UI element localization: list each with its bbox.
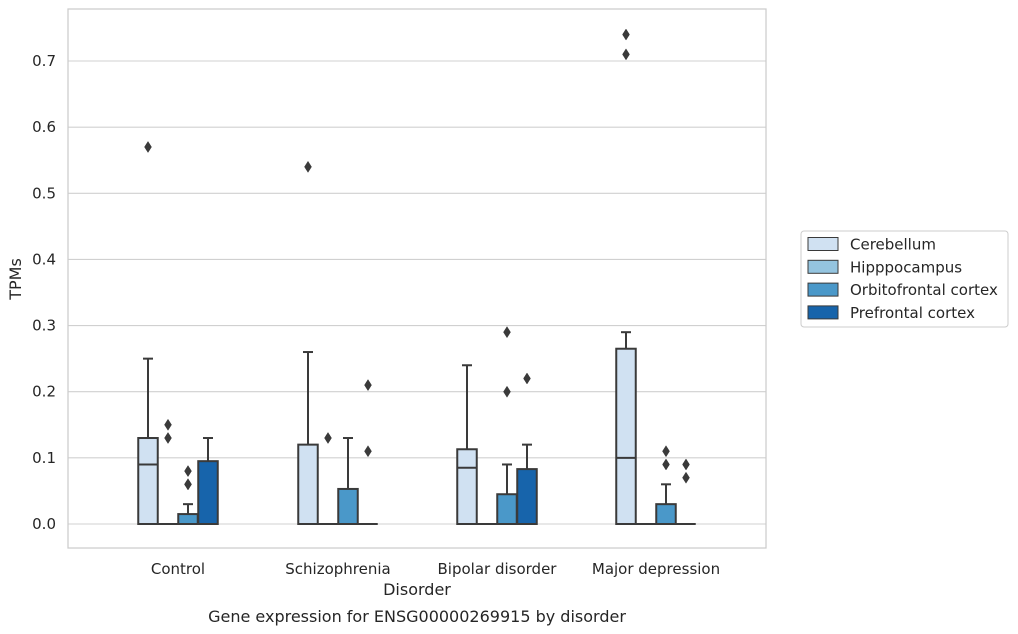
outlier-point xyxy=(184,465,192,478)
x-tick-labels: Control Schizophrenia Bipolar disorder Majo… xyxy=(151,560,720,578)
plot-frame xyxy=(67,8,767,549)
outlier-point xyxy=(503,385,511,398)
x-tick-label: Bipolar disorder xyxy=(438,560,558,578)
box-body xyxy=(197,460,219,525)
y-tick-label: 0.1 xyxy=(32,449,56,467)
y-tick-label: 0.6 xyxy=(32,118,56,136)
legend-label: Hipppocampus xyxy=(850,258,962,276)
y-tick-label: 0.2 xyxy=(32,383,56,401)
y-tick-label: 0.3 xyxy=(32,317,56,335)
outlier-point xyxy=(682,471,690,484)
legend: Cerebellum Hipppocampus Orbitofrontal cort… xyxy=(800,230,1009,328)
y-tick-label: 0.7 xyxy=(32,52,56,70)
gridlines xyxy=(68,60,766,525)
box-body xyxy=(177,513,199,525)
outliers xyxy=(144,28,690,491)
legend-label: Orbitofrontal cortex xyxy=(850,281,998,299)
outlier-point xyxy=(364,445,372,458)
x-tick-label: Control xyxy=(151,560,205,578)
outlier-point xyxy=(622,28,630,41)
x-tick-label: Schizophrenia xyxy=(285,560,390,578)
outlier-point xyxy=(324,432,332,444)
boxes xyxy=(137,331,696,526)
box-body xyxy=(456,448,478,526)
y-axis-label: TPMs xyxy=(6,258,25,301)
box-cerebellum xyxy=(137,357,159,525)
legend-label: Prefrontal cortex xyxy=(850,304,975,322)
outlier-point xyxy=(164,432,172,444)
legend-frame xyxy=(800,230,1009,328)
box-body xyxy=(615,347,637,525)
box-body xyxy=(655,503,677,525)
legend-swatch xyxy=(807,305,839,320)
box-cerebellum xyxy=(297,351,319,525)
box-prefrontal-cortex xyxy=(516,443,538,526)
x-axis-label: Disorder xyxy=(383,580,451,599)
outlier-point xyxy=(144,141,152,153)
box-body xyxy=(297,443,319,525)
y-tick-labels: 0.0 0.1 0.2 0.3 0.4 0.5 0.6 0.7 xyxy=(32,52,56,533)
outlier-point xyxy=(662,445,670,458)
legend-swatch xyxy=(807,259,839,274)
outlier-point xyxy=(164,418,172,431)
y-tick-label: 0.0 xyxy=(32,515,56,533)
box-cerebellum xyxy=(615,331,637,525)
box-prefrontal-cortex xyxy=(197,437,219,525)
box-orbitofrontal-cortex xyxy=(337,437,359,525)
outlier-point xyxy=(523,372,531,385)
legend-swatch xyxy=(807,237,839,251)
legend-label: Cerebellum xyxy=(850,236,936,254)
box-orbitofrontal-cortex xyxy=(177,503,199,525)
outlier-point xyxy=(364,379,372,392)
chart-caption: Gene expression for ENSG00000269915 by d… xyxy=(208,607,626,626)
outlier-point xyxy=(304,160,312,173)
outlier-point xyxy=(682,458,690,471)
x-tick-label: Major depression xyxy=(592,560,720,578)
outlier-point xyxy=(184,478,192,491)
outlier-point xyxy=(662,458,670,471)
outlier-point xyxy=(622,48,630,61)
outlier-point xyxy=(503,326,511,339)
box-body xyxy=(137,437,159,525)
box-body xyxy=(337,487,359,525)
legend-swatch xyxy=(807,282,839,297)
y-tick-label: 0.4 xyxy=(32,250,56,268)
box-body xyxy=(496,493,518,526)
y-tick-label: 0.5 xyxy=(32,184,56,202)
box-orbitofrontal-cortex xyxy=(496,463,518,526)
box-orbitofrontal-cortex xyxy=(655,483,677,525)
box-cerebellum xyxy=(456,364,478,526)
box-body xyxy=(516,468,538,526)
